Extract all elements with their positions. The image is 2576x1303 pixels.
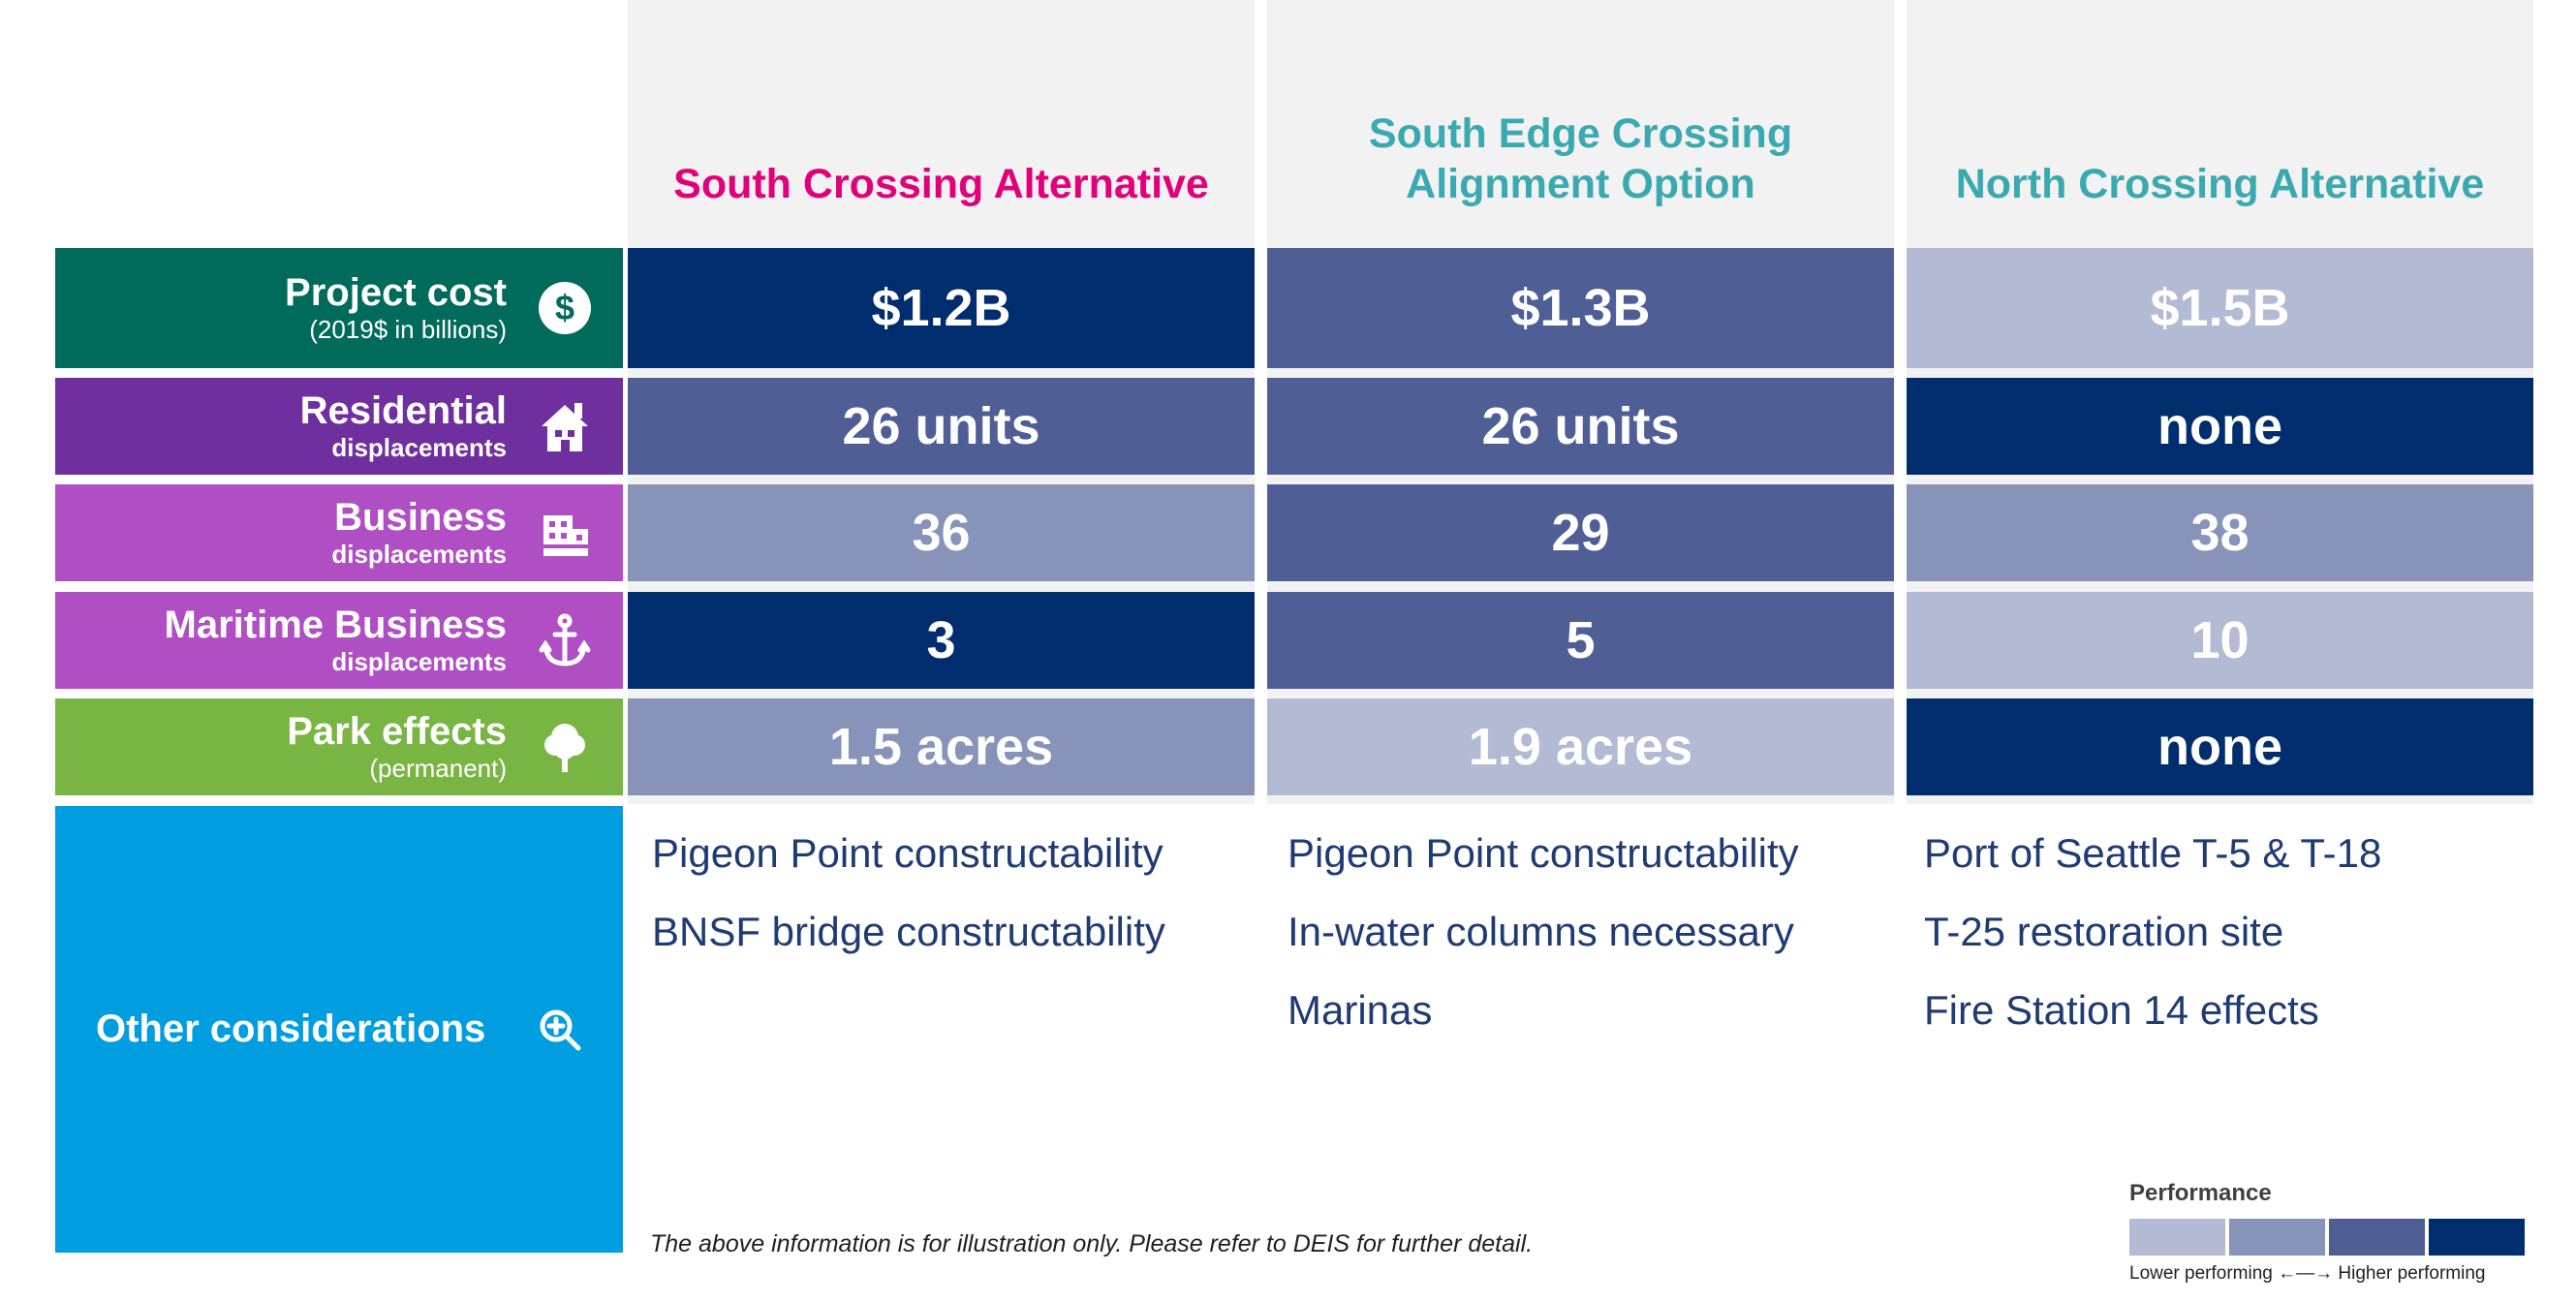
row-label-business: Business displacements — [55, 484, 623, 581]
legend-caption: Lower performing ←—→ Higher performing — [2129, 1263, 2486, 1284]
row-label-title: Project cost — [285, 271, 507, 314]
row-label-subtitle: (2019$ in billions) — [309, 315, 507, 344]
table-cell: $1.2B — [628, 248, 1255, 368]
other-list-south: Pigeon Point constructability BNSF bridg… — [652, 828, 1253, 957]
table-cell: 10 — [1907, 592, 2533, 689]
table-cell: 1.5 acres — [628, 698, 1255, 795]
row-label-title: Business — [334, 496, 507, 539]
legend-title: Performance — [2129, 1180, 2272, 1206]
table-cell: 5 — [1267, 592, 1894, 689]
legend-swatch-4 — [2429, 1219, 2525, 1256]
table-cell: 26 units — [1267, 378, 1894, 475]
legend-swatch-3 — [2329, 1219, 2425, 1256]
row-label-project-cost: Project cost (2019$ in billions) $ — [55, 248, 623, 368]
row-label-subtitle: displacements — [331, 647, 507, 676]
column-header-north: North Crossing Alternative — [1907, 0, 2533, 242]
list-item: Pigeon Point constructability — [1288, 830, 1799, 876]
column-header-line: North Crossing Alternative — [1955, 161, 2485, 207]
dollar-icon: $ — [536, 279, 594, 337]
column-header-line: Alignment Option — [1406, 161, 1755, 207]
row-label-title: Maritime Business — [164, 604, 507, 646]
table-cell: 36 — [628, 484, 1255, 581]
column-header-south-edge: South Edge Crossing Alignment Option — [1267, 0, 1894, 242]
other-considerations-title: Other considerations — [96, 1008, 486, 1050]
table-cell: none — [1907, 378, 2533, 475]
footnote: The above information is for illustratio… — [650, 1230, 1534, 1257]
list-item: Marinas — [1288, 987, 1433, 1033]
house-icon — [536, 397, 594, 455]
anchor-icon — [536, 611, 594, 669]
other-considerations-label: Other considerations — [55, 806, 623, 1253]
row-label-maritime-business: Maritime Business displacements — [55, 592, 623, 689]
list-item: Port of Seattle T-5 & T-18 — [1924, 830, 2382, 876]
svg-text:$: $ — [555, 288, 574, 327]
table-cell: 38 — [1907, 484, 2533, 581]
table-cell: $1.3B — [1267, 248, 1894, 368]
building-icon — [536, 504, 594, 562]
table-cell: 26 units — [628, 378, 1255, 475]
table-cell: none — [1907, 698, 2533, 795]
table-cell: $1.5B — [1907, 248, 2533, 368]
legend-swatch-1 — [2129, 1219, 2225, 1256]
legend-swatch-2 — [2229, 1219, 2325, 1256]
list-item: In-water columns necessary — [1288, 909, 1794, 954]
tree-icon — [536, 718, 594, 776]
other-list-south-edge: Pigeon Point constructability In-water c… — [1288, 828, 1888, 1036]
list-item: T-25 restoration site — [1924, 909, 2284, 954]
list-item: Fire Station 14 effects — [1924, 987, 2319, 1033]
row-label-title: Park effects — [287, 710, 507, 753]
row-label-subtitle: displacements — [331, 540, 507, 569]
column-header-south: South Crossing Alternative — [628, 0, 1255, 242]
table-cell: 3 — [628, 592, 1255, 689]
row-label-subtitle: displacements — [331, 433, 507, 462]
column-header-line: South Crossing Alternative — [673, 161, 1209, 207]
other-list-north: Port of Seattle T-5 & T-18 T-25 restorat… — [1924, 828, 2525, 1036]
list-item: BNSF bridge constructability — [652, 909, 1165, 954]
row-label-title: Residential — [299, 389, 507, 432]
row-label-subtitle: (permanent) — [369, 754, 507, 783]
table-cell: 1.9 acres — [1267, 698, 1894, 795]
row-label-park-effects: Park effects (permanent) — [55, 698, 623, 795]
row-label-residential: Residential displacements — [55, 378, 623, 475]
magnify-plus-icon — [538, 1008, 582, 1052]
table-cell: 29 — [1267, 484, 1894, 581]
list-item: Pigeon Point constructability — [652, 830, 1164, 876]
column-header-line: South Edge Crossing — [1368, 110, 1793, 157]
